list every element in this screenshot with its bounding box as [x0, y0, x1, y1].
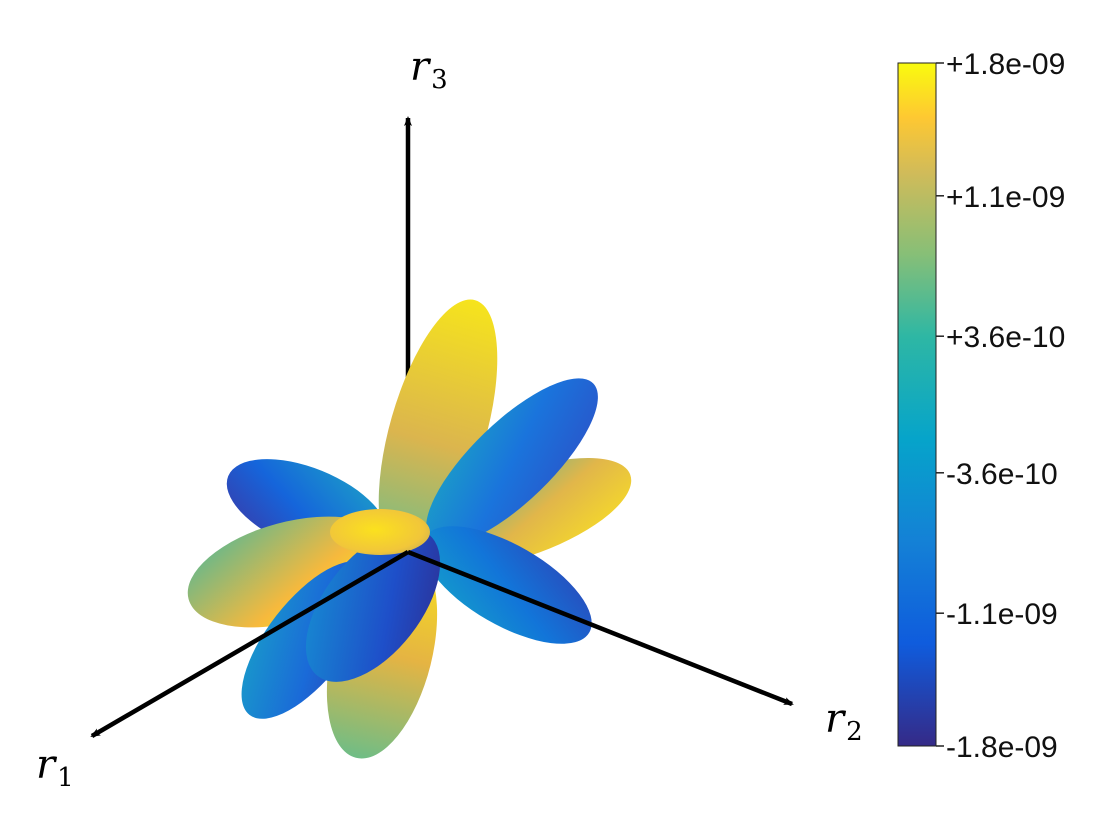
- colorbar-tick-label: +1.8e-09: [946, 48, 1065, 81]
- lobe-upper-right-blue: [426, 378, 598, 546]
- axis-r2-line: [407, 549, 794, 707]
- colorbar-tick-label: +3.6e-10: [946, 321, 1065, 354]
- axis-r2-label: r2: [825, 696, 863, 747]
- lobe-center-yellow: [330, 509, 430, 555]
- colorbar-ticks: +1.8e-09 +1.1e-09 +3.6e-10 -3.6e-10 -1.1e-09…: [936, 48, 1065, 764]
- colorbar-tick-label: +1.1e-09: [946, 181, 1065, 214]
- colorbar-tick-label: -1.8e-09: [946, 731, 1058, 764]
- axis-r3-label: r3: [410, 44, 448, 95]
- colorbar-gradient: [897, 62, 937, 747]
- lobe-upper-yellow: [378, 299, 498, 561]
- axis-r1-line: [90, 550, 410, 738]
- colorbar-tick-label: -1.1e-09: [946, 598, 1058, 631]
- lobe-front-dark: [305, 528, 441, 682]
- colorbar-tick-label: -3.6e-10: [946, 458, 1058, 491]
- lobe-lower-right-blue: [422, 526, 592, 644]
- lobes: [187, 299, 632, 759]
- colorbar: +1.8e-09 +1.1e-09 +3.6e-10 -3.6e-10 -1.1e-09…: [897, 48, 1065, 764]
- axis-r1-label: r1: [36, 742, 74, 793]
